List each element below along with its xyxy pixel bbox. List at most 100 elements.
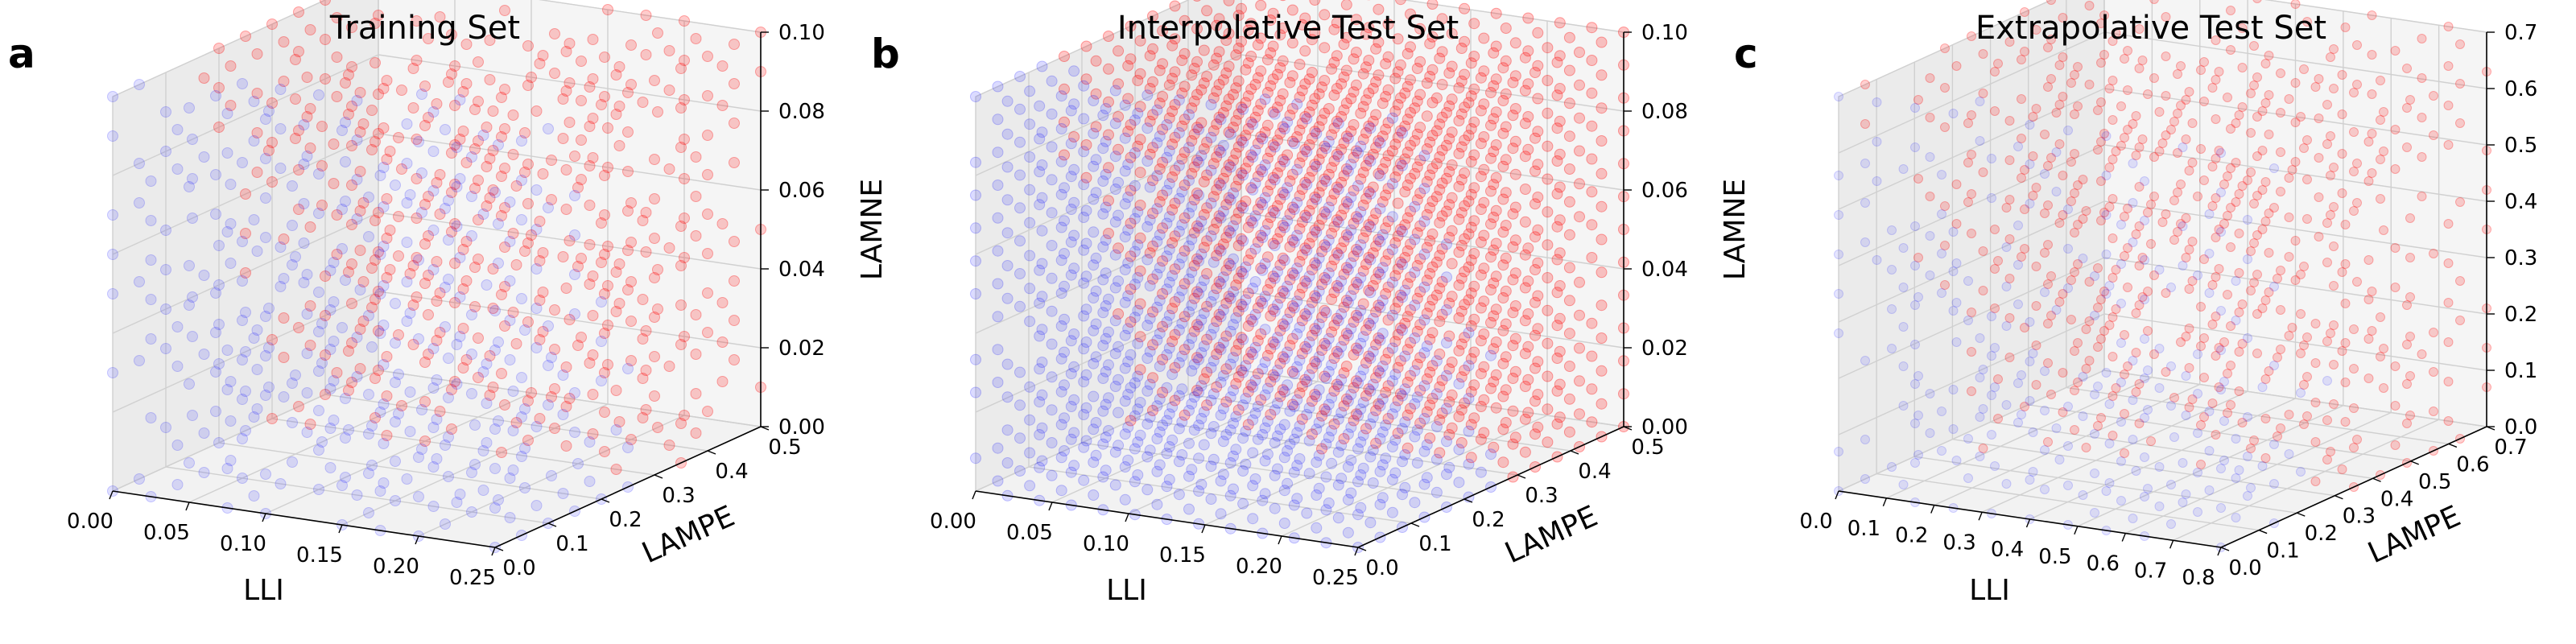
point-red — [1522, 242, 1534, 254]
point-blue — [1161, 151, 1173, 163]
point-red — [2322, 336, 2332, 346]
point-red — [2363, 374, 2374, 383]
point-blue — [260, 390, 271, 401]
point-blue — [328, 336, 340, 347]
point-red — [599, 170, 610, 181]
point-blue — [237, 157, 248, 168]
point-red — [1340, 295, 1352, 307]
point-blue — [504, 354, 516, 365]
point-red — [373, 89, 384, 100]
y-tick-label: 0.1 — [2266, 539, 2299, 564]
point-red — [2043, 319, 2053, 328]
point-blue — [1055, 155, 1067, 167]
point-red — [499, 163, 510, 174]
z-tick-label: 0.02 — [778, 336, 825, 361]
point-blue — [2078, 372, 2088, 382]
point-red — [1309, 290, 1321, 302]
x-tick — [338, 524, 343, 534]
point-red — [1405, 271, 1416, 283]
y-tick-label: 0.2 — [2305, 522, 2338, 546]
point-red — [613, 101, 625, 112]
point-red — [596, 99, 607, 110]
point-blue — [970, 288, 981, 299]
point-red — [1309, 323, 1321, 335]
point-blue — [1860, 198, 1870, 208]
point-red — [2363, 255, 2374, 265]
point-red — [419, 238, 431, 250]
point-red — [2314, 192, 2324, 202]
point-red — [1309, 257, 1321, 269]
point-blue — [2028, 427, 2038, 437]
point-blue — [287, 417, 298, 428]
point-red — [446, 68, 457, 80]
point-red — [304, 300, 316, 312]
point-red — [2429, 249, 2438, 258]
point-red — [1236, 233, 1247, 245]
point-blue — [1332, 249, 1344, 261]
point-red — [1554, 17, 1566, 29]
x-tick — [491, 547, 496, 556]
point-red — [622, 284, 634, 295]
point-red — [1475, 171, 1487, 183]
point-red — [702, 287, 713, 299]
point-blue — [1014, 202, 1026, 214]
point-blue — [1987, 390, 1996, 400]
point-blue — [2025, 120, 2035, 130]
point-blue — [301, 269, 313, 280]
point-red — [1459, 2, 1471, 14]
point-red — [1277, 285, 1289, 297]
point-red — [1436, 177, 1448, 189]
z-gridline — [112, 369, 379, 492]
point-red — [2363, 334, 2374, 344]
y-tick — [2410, 460, 2419, 465]
point-red — [2107, 76, 2118, 85]
point-red — [1309, 192, 1321, 203]
point-blue — [324, 383, 336, 394]
point-blue — [316, 318, 328, 329]
point-blue — [1872, 176, 1882, 186]
point-red — [1468, 18, 1480, 30]
point-blue — [2063, 481, 2073, 490]
point-blue — [1065, 433, 1077, 445]
point-blue — [1215, 377, 1227, 388]
point-red — [1195, 84, 1208, 96]
point-blue — [477, 130, 489, 141]
point-blue — [440, 440, 451, 451]
point-red — [266, 97, 278, 109]
point-blue — [213, 279, 225, 291]
point-red — [2237, 299, 2248, 309]
point-red — [1459, 397, 1471, 409]
point-red — [1103, 31, 1114, 42]
point-red — [2443, 22, 2454, 31]
point-red — [346, 61, 357, 72]
point-red — [369, 57, 381, 68]
point-blue — [1224, 260, 1236, 271]
point-blue — [454, 252, 466, 263]
point-red — [1574, 342, 1585, 354]
point-red — [1277, 55, 1289, 67]
point-blue — [1034, 297, 1046, 309]
point-red — [2322, 139, 2332, 149]
point-blue — [557, 369, 569, 381]
point-blue — [1088, 160, 1100, 172]
point-blue — [443, 353, 454, 364]
point-red — [1497, 160, 1509, 172]
point-blue — [1046, 174, 1058, 186]
point-red — [1463, 97, 1475, 109]
point-red — [2234, 110, 2244, 120]
point-red — [487, 303, 499, 314]
point-blue — [1055, 254, 1067, 266]
z-tick-label: 0.02 — [1641, 336, 1688, 361]
point-red — [1459, 134, 1471, 147]
point-red — [1421, 110, 1433, 122]
point-blue — [1151, 137, 1163, 149]
point-red — [354, 87, 366, 98]
point-red — [2028, 151, 2038, 161]
point-red — [263, 145, 275, 156]
point-red — [1309, 389, 1321, 400]
point-blue — [171, 163, 184, 175]
point-red — [1532, 27, 1544, 39]
point-blue — [1129, 246, 1141, 258]
point-red — [1389, 72, 1402, 85]
point-blue — [1097, 405, 1109, 417]
